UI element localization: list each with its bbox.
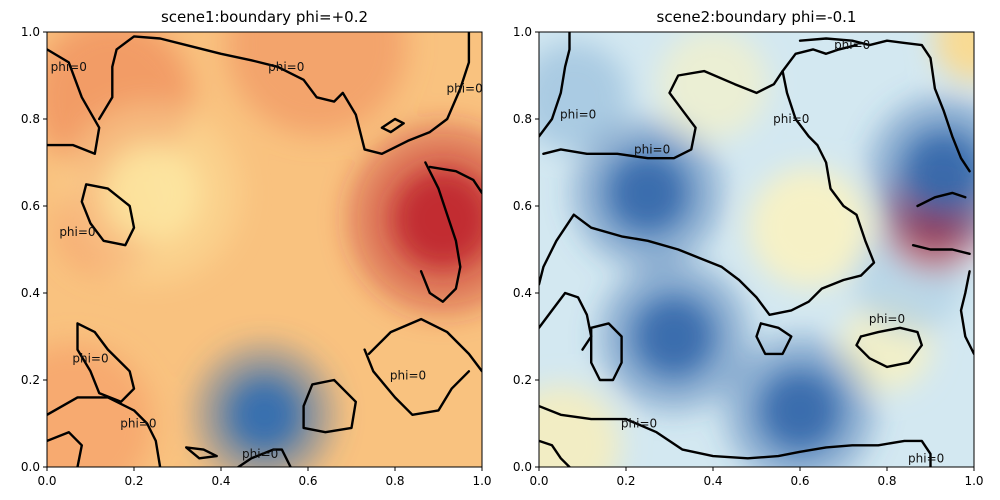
contour-line <box>539 439 571 467</box>
scene2-heatmap <box>539 32 974 467</box>
contour-line <box>47 396 162 467</box>
contour-line <box>47 48 101 156</box>
scene2-y-axis: 0.0 0.2 0.4 0.6 0.8 1.0 <box>513 25 539 474</box>
field-extremum-halo <box>194 344 335 467</box>
field-extremum-halo <box>725 335 875 467</box>
contour-line <box>755 322 793 356</box>
y-tick-label: 0.6 <box>513 199 532 213</box>
y-tick-label: 1.0 <box>513 25 532 39</box>
x-tick-label: 0.0 <box>37 474 56 488</box>
contour-label: phi=0 <box>773 112 809 126</box>
contour-line <box>798 37 971 173</box>
y-tick-label: 0.0 <box>21 460 40 474</box>
scene2-plot-frame <box>538 31 975 468</box>
contour-line <box>237 448 292 467</box>
scene2-contour-labels: phi=0 phi=0 phi=0 phi=0 phi=0 phi=0 phi=0 <box>560 38 944 465</box>
contour-label: phi=0 <box>634 142 670 156</box>
contour-line <box>590 322 623 382</box>
contour-label: phi=0 <box>51 60 87 74</box>
x-tick-label: 0.2 <box>124 474 143 488</box>
y-tick-label: 0.0 <box>513 460 532 474</box>
contour-label: phi=0 <box>869 312 905 326</box>
contour-line <box>184 446 218 460</box>
contour-line <box>959 270 974 356</box>
contour-line <box>539 69 876 316</box>
contour-line <box>916 191 967 208</box>
scene1-x-axis: 0.0 0.2 0.4 0.6 0.8 1.0 <box>37 467 492 488</box>
contour-line <box>97 32 471 156</box>
x-tick-label: 0.6 <box>298 474 317 488</box>
contour-label: phi=0 <box>446 82 482 96</box>
field-region <box>934 32 974 81</box>
contour-line <box>380 117 405 134</box>
scene1-title: scene1:boundary phi=+0.2 <box>161 8 368 26</box>
contour-label: phi=0 <box>268 60 304 74</box>
contour-label: phi=0 <box>72 351 108 365</box>
y-tick-label: 0.4 <box>21 286 40 300</box>
y-tick-label: 1.0 <box>21 25 40 39</box>
x-tick-label: 0.4 <box>703 474 722 488</box>
contour-line <box>428 165 482 195</box>
scene1-contours <box>47 32 482 467</box>
field-extremum-halo <box>868 96 974 247</box>
contour-label: phi=0 <box>59 225 95 239</box>
contour-label: phi=0 <box>621 417 657 431</box>
x-tick-label: 1.0 <box>472 474 491 488</box>
y-tick-label: 0.2 <box>513 373 532 387</box>
scene1-heatmap <box>47 32 482 467</box>
field-extremum-halo <box>61 102 242 283</box>
x-tick-label: 0.4 <box>211 474 230 488</box>
contour-line <box>302 378 357 434</box>
x-tick-label: 0.8 <box>877 474 896 488</box>
scene2-x-axis: 0.0 0.2 0.4 0.6 0.8 1.0 <box>529 467 984 488</box>
contour-line <box>781 43 858 73</box>
field-extremum-halo <box>347 124 482 315</box>
contour-label: phi=0 <box>908 451 944 465</box>
contour-line <box>911 243 971 256</box>
field-region <box>226 32 407 136</box>
x-tick-label: 0.8 <box>385 474 404 488</box>
contour-line <box>47 431 84 467</box>
contour-line <box>76 322 136 403</box>
contour-line <box>80 183 136 247</box>
scene1-plot-frame <box>46 31 483 468</box>
contour-line <box>855 326 923 369</box>
contour-label: phi=0 <box>834 38 870 52</box>
y-tick-label: 0.2 <box>21 373 40 387</box>
x-tick-label: 0.2 <box>616 474 635 488</box>
field-region <box>748 167 869 288</box>
contour-label: phi=0 <box>120 417 156 431</box>
field-extremum-halo <box>598 261 749 412</box>
x-tick-label: 1.0 <box>964 474 983 488</box>
y-tick-label: 0.6 <box>21 199 40 213</box>
contour-label: phi=0 <box>242 447 278 461</box>
field-region <box>539 42 629 153</box>
contour-line <box>367 317 482 373</box>
contour-line <box>363 348 471 416</box>
scene2-title: scene2:boundary phi=-0.1 <box>657 8 857 26</box>
scene2-contours <box>539 32 974 467</box>
contour-label: phi=0 <box>390 369 426 383</box>
contour-line <box>419 161 462 303</box>
field-region <box>539 385 621 467</box>
contour-label: phi=0 <box>560 108 596 122</box>
y-tick-label: 0.8 <box>513 112 532 126</box>
x-tick-label: 0.6 <box>790 474 809 488</box>
contour-line <box>539 32 571 138</box>
scene1-contour-labels: phi=0 phi=0 phi=0 phi=0 phi=0 phi=0 phi=0 phi=0 <box>51 60 483 461</box>
x-tick-label: 0.0 <box>529 474 548 488</box>
field-extremum-halo <box>572 117 723 268</box>
scene2-panel: scene2:boundary phi=-0.1 phi=0phi=0phi=0… <box>513 8 984 488</box>
scene1-panel: scene1:boundary phi=+0.2 phi=0 phi=0phi=0… <box>21 8 492 488</box>
y-tick-label: 0.8 <box>21 112 40 126</box>
y-tick-label: 0.4 <box>513 286 532 300</box>
contour-line <box>539 404 932 467</box>
scene1-y-axis: 0.0 0.2 0.4 0.6 0.8 1.0 <box>21 25 47 474</box>
